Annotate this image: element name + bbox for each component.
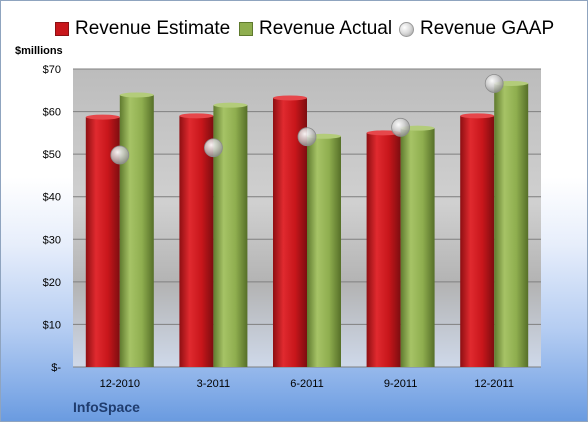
- bar-top-revenue-actual: [119, 92, 154, 98]
- bar-revenue-actual: [494, 83, 529, 367]
- x-tick-label: 9-2011: [384, 378, 417, 390]
- bar-top-revenue-estimate: [366, 130, 401, 136]
- bar-top-revenue-estimate: [460, 113, 495, 119]
- legend-swatch-gaap: [399, 21, 414, 37]
- marker-revenue-gaap: [391, 117, 411, 137]
- x-tick-label: 12-2010: [100, 378, 140, 390]
- bar-top-revenue-estimate: [179, 113, 214, 119]
- legend-label-gaap: Revenue GAAP: [420, 18, 555, 39]
- y-tick-label: $40: [43, 192, 61, 204]
- legend-item-gaap: Revenue GAAP: [399, 15, 554, 43]
- bar-revenue-actual: [119, 94, 154, 368]
- y-tick-label: $50: [43, 149, 61, 161]
- legend-swatch-actual: [239, 22, 253, 36]
- legend-item-actual: Revenue Actual: [239, 15, 392, 43]
- marker-revenue-gaap: [110, 145, 130, 165]
- bar-revenue-actual: [307, 136, 341, 367]
- y-tick-label: $60: [43, 107, 61, 119]
- y-axis-unit-label: $millions: [15, 45, 63, 57]
- bar-top-revenue-actual: [213, 102, 248, 108]
- bar-top-revenue-estimate: [273, 95, 307, 101]
- marker-revenue-gaap: [297, 127, 317, 147]
- y-tick-label: $30: [43, 234, 61, 246]
- legend-label-actual: Revenue Actual: [259, 18, 393, 39]
- x-tick-label: 6-2011: [290, 378, 323, 390]
- marker-revenue-gaap: [484, 74, 504, 93]
- marker-revenue-gaap: [203, 138, 223, 158]
- legend-label-estimate: Revenue Estimate: [75, 18, 231, 39]
- x-tick-label: 3-2011: [197, 378, 230, 390]
- bar-top-revenue-estimate: [85, 114, 120, 120]
- legend: Revenue Estimate Revenue Actual Revenue …: [1, 15, 587, 43]
- y-tick-label: $20: [43, 277, 61, 289]
- y-tick-label: $-: [51, 362, 61, 374]
- legend-swatch-estimate: [55, 22, 69, 36]
- bar-revenue-estimate: [460, 115, 495, 367]
- x-tick-label: 12-2011: [474, 378, 514, 390]
- y-tick-label: $10: [43, 319, 61, 331]
- legend-item-estimate: Revenue Estimate: [55, 15, 230, 43]
- y-tick-label: $70: [43, 64, 61, 76]
- bar-revenue-estimate: [366, 132, 401, 367]
- company-name: InfoSpace: [73, 399, 140, 415]
- bar-revenue-actual: [400, 128, 435, 367]
- bar-revenue-estimate: [179, 115, 214, 367]
